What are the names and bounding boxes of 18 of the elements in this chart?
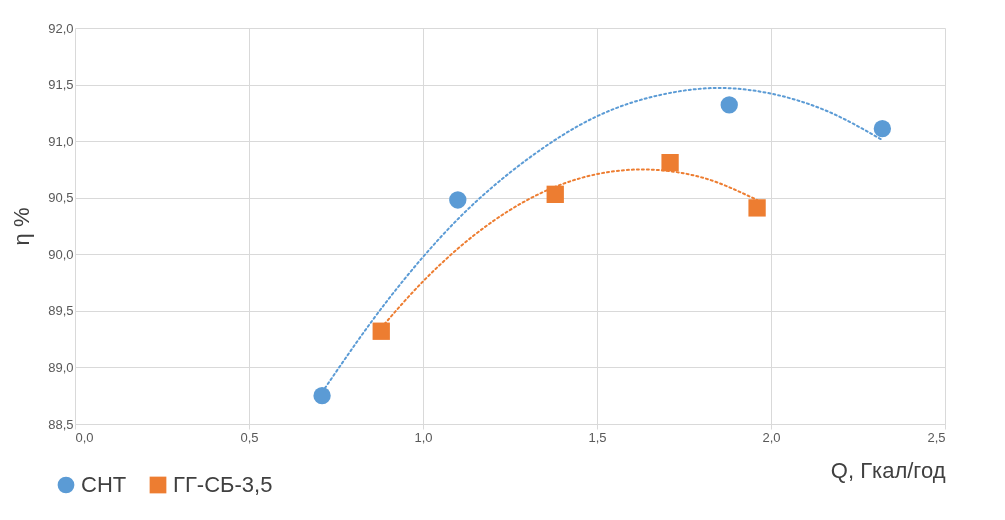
y-tick-label: 89,5 [48,303,74,319]
x-tick-label: 1,0 [414,429,433,445]
x-tick-label: 2,0 [762,429,781,445]
y-tick-label: 92,0 [48,20,74,36]
x-tick-label: 0,0 [75,429,94,445]
legend-label: СНТ [81,472,127,497]
y-tick-label: 90,0 [48,246,74,262]
x-axis-title: Q, Гкал/год [830,457,946,483]
x-tick-label: 2,5 [927,429,946,445]
y-tick-label: 90,5 [48,190,74,206]
x-tick-label: 0,5 [240,429,259,445]
y-tick-label: 91,5 [48,77,74,93]
y-tick-label: 89,0 [48,359,74,375]
y-tick-label: 91,0 [48,133,74,149]
x-tick-label: 1,5 [588,429,607,445]
legend-label: ГГ-СБ-3,5 [173,472,273,497]
y-tick-label: 88,5 [48,416,74,432]
y-axis-title: η % [9,207,35,246]
